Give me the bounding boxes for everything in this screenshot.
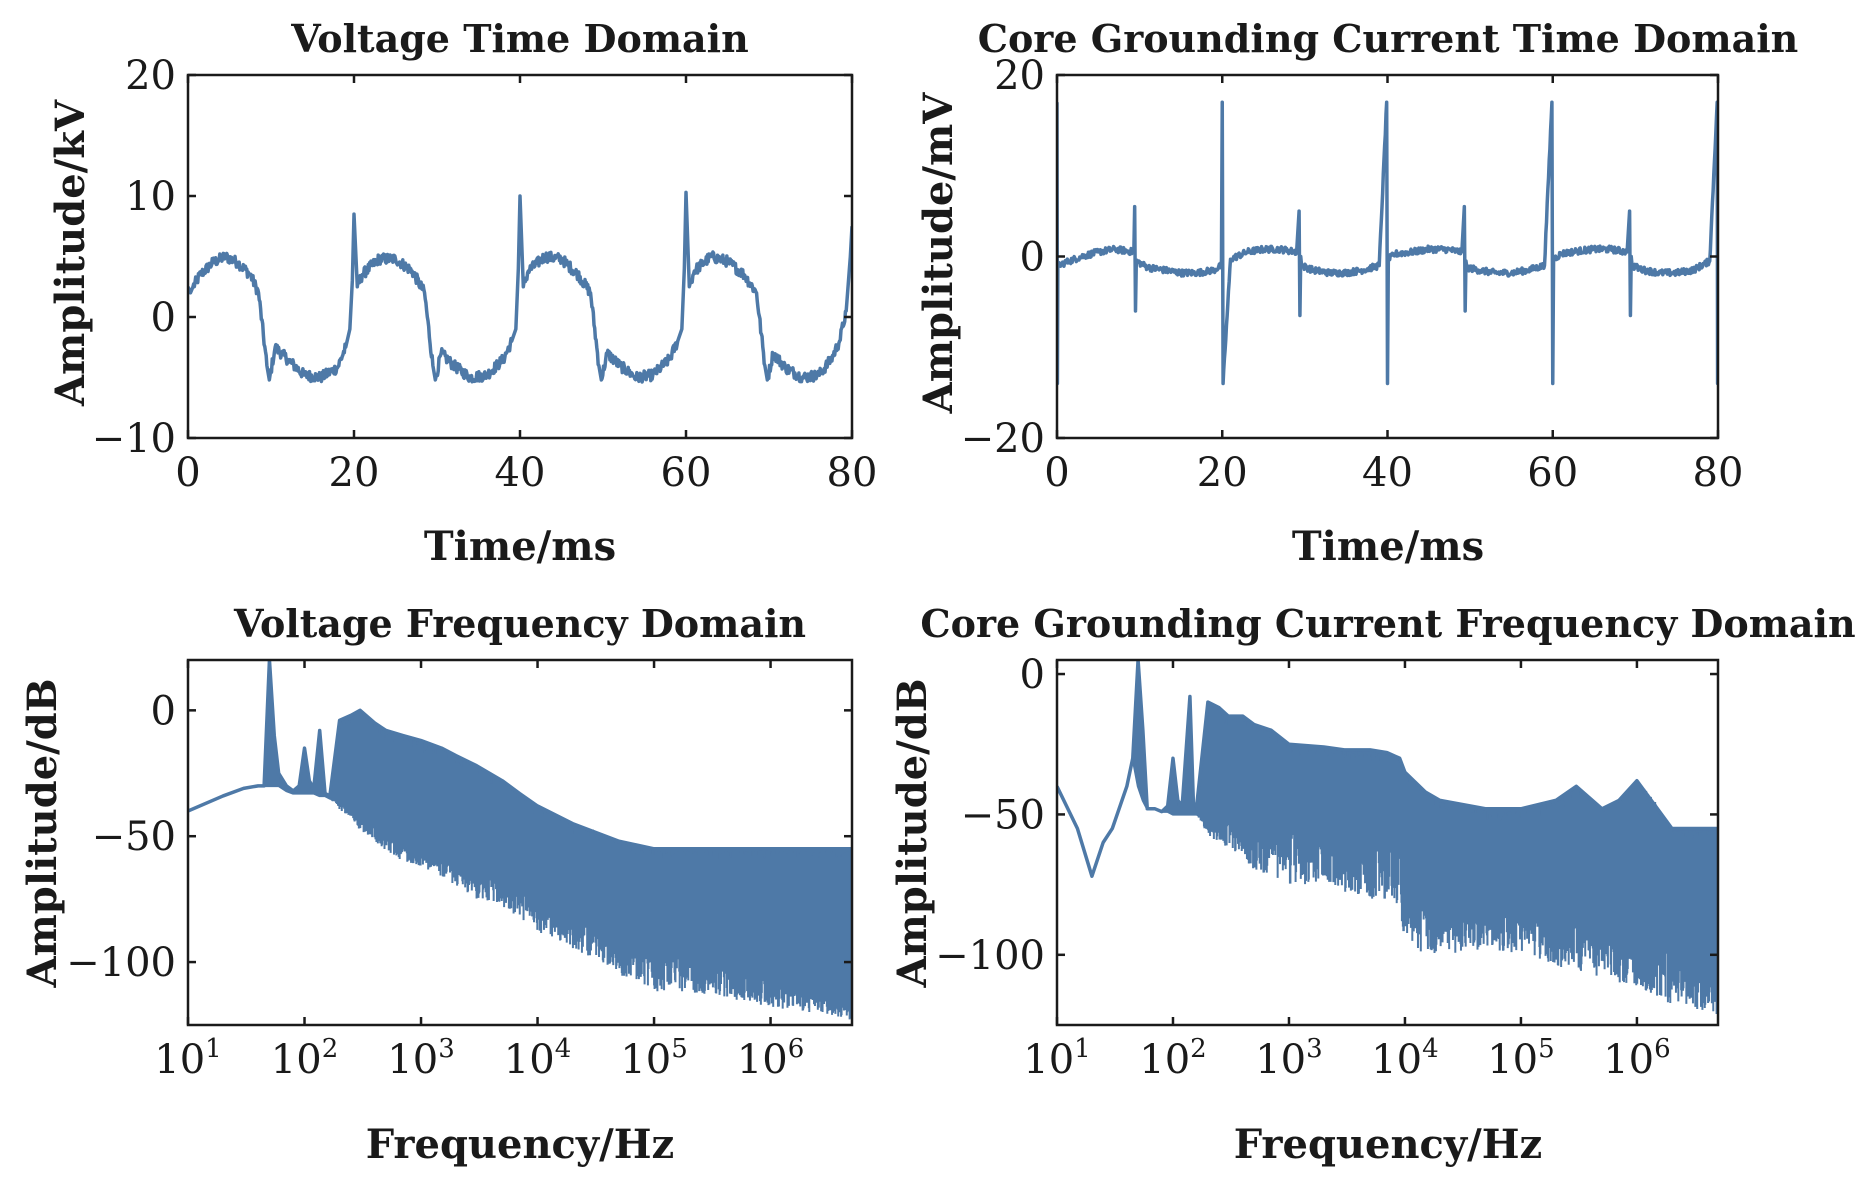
x-tick-label: 101: [154, 1034, 221, 1083]
y-tick-label: −50: [92, 814, 176, 860]
x-tick-label: 103: [1255, 1034, 1322, 1083]
series-current-spectrum: [1057, 660, 1718, 1014]
spectrum-spikes: [263, 675, 852, 1020]
x-axis-label: Time/ms: [424, 523, 616, 570]
x-tick-label: 80: [827, 450, 878, 496]
y-tick-label: 0: [151, 295, 176, 341]
x-tick-label: 105: [620, 1034, 687, 1083]
x-axis-label: Frequency/Hz: [1234, 1121, 1543, 1168]
x-tick-label: 0: [1044, 450, 1069, 496]
plot-area: −100 −50 0 101 102 103 104 105 106: [66, 658, 854, 1083]
y-axis-label: Amplitude/dB: [889, 678, 936, 988]
x-tick-label: 80: [1693, 450, 1744, 496]
plot-area: −100 −50 0 101 102 103 104 105 106: [935, 652, 1720, 1083]
y-tick-label: 20: [994, 53, 1045, 99]
y-tick-label: 0: [151, 688, 176, 734]
x-tick-label: 20: [1197, 450, 1248, 496]
data-line: [188, 190, 852, 384]
x-tick-label: 20: [329, 450, 380, 496]
x-tick-label: 106: [1603, 1034, 1670, 1083]
y-tick-label: −100: [66, 940, 176, 986]
axes-frame: [186, 658, 854, 1027]
axes-frame: [1055, 658, 1720, 1027]
x-tick-label: 40: [1362, 450, 1413, 496]
x-tick-label: 60: [1527, 450, 1578, 496]
x-tick-label: 40: [495, 450, 546, 496]
data-line: [1057, 100, 1718, 386]
panel-current-freq: Core Grounding Current Frequency Domain …: [889, 601, 1856, 1168]
chart-title: Core Grounding Current Time Domain: [978, 16, 1799, 61]
x-tick-label: 103: [387, 1034, 454, 1083]
panel-current-time: Core Grounding Current Time Domain −2002…: [915, 16, 1798, 570]
x-tick-label: 101: [1023, 1034, 1090, 1083]
x-tick-label: 102: [1139, 1034, 1206, 1083]
series-voltage: [188, 190, 852, 384]
series-core-grounding-current: [1057, 100, 1718, 386]
x-axis-label: Frequency/Hz: [366, 1121, 675, 1168]
x-tick-label: 102: [271, 1034, 338, 1083]
chart-title: Voltage Time Domain: [290, 16, 748, 61]
y-tick-label: 0: [1020, 235, 1045, 281]
panel-voltage-freq: Voltage Frequency Domain −100 −50 0 101 102 1…: [19, 601, 854, 1168]
x-tick-label: 104: [1371, 1034, 1438, 1083]
x-tick-label: 0: [175, 450, 200, 496]
data-line: [188, 660, 852, 851]
x-axis-label: Time/ms: [1292, 523, 1484, 570]
y-tick-label: −10: [92, 416, 176, 462]
x-tick-label: 60: [661, 450, 712, 496]
y-axis-label: Amplitude/dB: [19, 678, 66, 988]
series-voltage-spectrum: [188, 660, 852, 1020]
x-tick-label: 105: [1487, 1034, 1554, 1083]
chart-title: Voltage Frequency Domain: [233, 601, 806, 646]
x-tick-label: 104: [504, 1034, 571, 1083]
y-tick-label: −20: [961, 416, 1045, 462]
y-axis-label: Amplitude/mV: [915, 92, 962, 415]
spectrum-spikes: [1132, 676, 1718, 1014]
chart-title: Core Grounding Current Frequency Domain: [920, 601, 1855, 646]
y-tick-label: −100: [935, 933, 1045, 979]
y-tick-label: 10: [125, 174, 176, 220]
y-tick-label: 20: [125, 53, 176, 99]
y-axis-label: Amplitude/kV: [47, 99, 94, 407]
data-line: [1057, 660, 1718, 878]
x-tick-label: 106: [737, 1034, 804, 1083]
y-tick-label: −50: [961, 792, 1045, 838]
y-tick-label: 0: [1020, 652, 1045, 698]
